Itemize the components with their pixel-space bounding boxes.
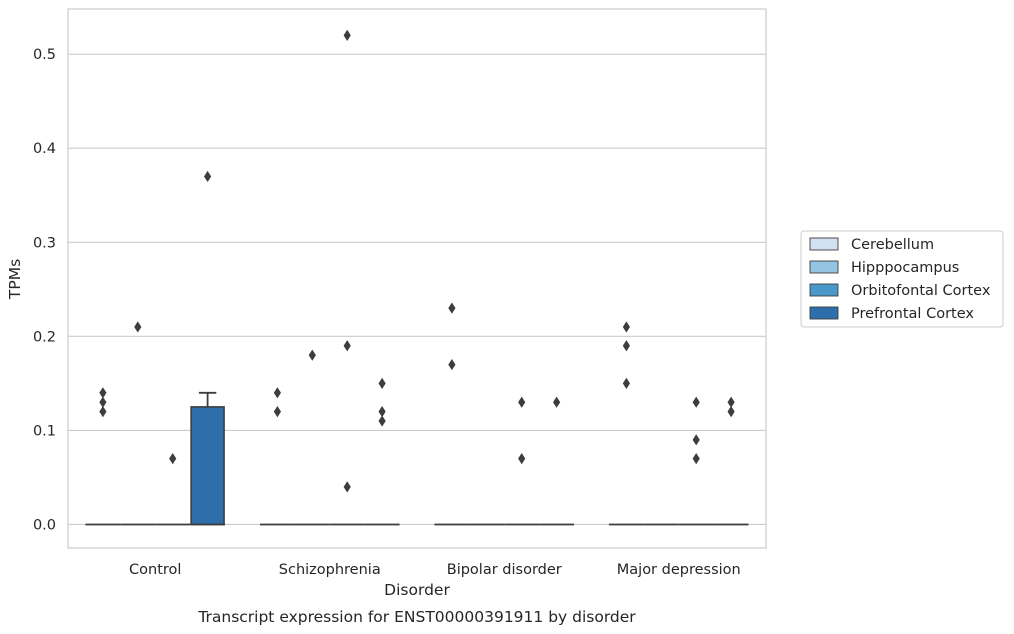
outlier-point [692, 453, 700, 465]
chart-caption: Transcript expression for ENST0000039191… [197, 608, 636, 626]
outlier-point [448, 358, 456, 371]
y-tick-labels: 0.0 0.1 0.2 0.3 0.4 0.5 [33, 47, 56, 533]
outlier-point [518, 453, 526, 465]
outlier-point [273, 406, 281, 418]
legend-label: Hipppocampus [851, 260, 959, 276]
outlier-point [622, 321, 630, 333]
outlier-point [692, 434, 700, 446]
x-tick-label: Bipolar disorder [447, 562, 562, 578]
outlier-points [99, 29, 735, 493]
x-tick-label: Schizophrenia [279, 562, 381, 578]
outlier-point [134, 321, 142, 333]
outlier-point [308, 349, 316, 361]
legend-label: Cerebellum [851, 237, 934, 253]
outlier-point [99, 396, 107, 408]
outlier-point [378, 406, 386, 418]
legend-frame [800, 230, 1004, 328]
outlier-point [378, 415, 386, 427]
y-tick-label: 0.0 [33, 517, 56, 533]
legend: Cerebellum Hipppocampus Orbitofontal Corte… [800, 230, 1004, 328]
outlier-point [343, 340, 351, 352]
legend-swatch [809, 306, 839, 320]
box [190, 391, 226, 526]
outlier-point [692, 396, 700, 408]
legend-swatch [809, 237, 839, 251]
outlier-point [727, 396, 735, 408]
x-tick-label: Control [129, 562, 181, 578]
outlier-point [169, 453, 177, 465]
legend-swatch [809, 283, 839, 297]
legend-swatch [809, 260, 839, 274]
y-tick-label: 0.4 [33, 141, 56, 157]
y-tick-label: 0.1 [33, 423, 56, 439]
x-axis-label: Disorder [384, 581, 450, 599]
x-tick-labels: Control Schizophrenia Bipolar disorder Majo… [129, 562, 741, 578]
outlier-point [622, 340, 630, 352]
box-groups [85, 391, 749, 526]
outlier-point [343, 481, 351, 493]
plot-area-frame [67, 8, 767, 549]
y-tick-label: 0.3 [33, 235, 56, 251]
outlier-point [378, 377, 386, 389]
outlier-point [448, 302, 456, 314]
outlier-point [273, 387, 281, 399]
outlier-point [99, 387, 107, 399]
x-tick-label: Major depression [617, 562, 741, 578]
y-tick-label: 0.5 [33, 47, 56, 63]
legend-label: Prefrontal Cortex [851, 306, 974, 322]
outlier-point [622, 377, 630, 389]
outlier-point [518, 396, 526, 408]
outlier-point [99, 406, 107, 418]
outlier-point [343, 29, 351, 41]
y-tick-label: 0.2 [33, 329, 56, 345]
outlier-point [727, 406, 735, 418]
outlier-point [204, 170, 212, 183]
legend-label: Orbitofontal Cortex [851, 283, 991, 299]
outlier-point [553, 396, 561, 408]
y-axis-label: TPMs [6, 259, 24, 300]
box-body [190, 406, 225, 526]
